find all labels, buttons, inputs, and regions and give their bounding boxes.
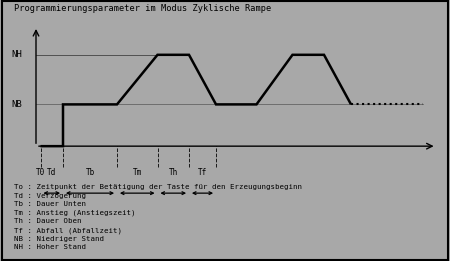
Text: NB: NB — [11, 100, 22, 109]
Text: Th: Th — [169, 168, 178, 177]
Text: Th : Dauer Oben: Th : Dauer Oben — [14, 218, 81, 224]
Text: Tf : Abfall (Abfallzeit): Tf : Abfall (Abfallzeit) — [14, 227, 122, 234]
Text: Td : Verzögerung: Td : Verzögerung — [14, 193, 86, 199]
Text: NH: NH — [11, 50, 22, 59]
Text: Td: Td — [47, 168, 56, 177]
Text: T0: T0 — [36, 168, 45, 177]
Text: NH : Hoher Stand: NH : Hoher Stand — [14, 244, 86, 250]
Text: To : Zeitpunkt der Betätigung der Taste für den Erzeugungsbeginn: To : Zeitpunkt der Betätigung der Taste … — [14, 184, 302, 190]
Text: Tb : Dauer Unten: Tb : Dauer Unten — [14, 201, 86, 207]
Text: Programmierungsparameter im Modus Zyklische Rampe: Programmierungsparameter im Modus Zyklis… — [14, 4, 271, 13]
Text: Tf: Tf — [198, 168, 207, 177]
Text: NB : Niedriger Stand: NB : Niedriger Stand — [14, 236, 104, 242]
Text: Tb: Tb — [86, 168, 94, 177]
Text: Tm : Anstieg (Anstiegszeit): Tm : Anstieg (Anstiegszeit) — [14, 210, 135, 216]
Text: Tm: Tm — [133, 168, 142, 177]
